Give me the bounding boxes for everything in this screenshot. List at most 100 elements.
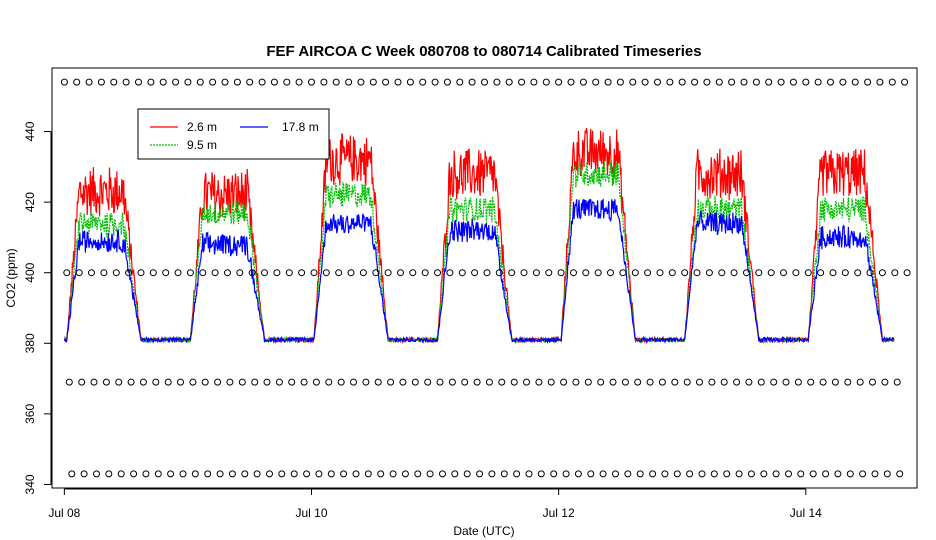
calibration-point-low: [401, 470, 409, 478]
calibration-point-mid-low: [560, 378, 568, 386]
calibration-point-mid-high: [705, 269, 713, 277]
calibration-point-low: [785, 470, 792, 478]
calibration-point-mid-high: [780, 269, 787, 277]
calibration-point-low: [266, 470, 273, 478]
calibration-point-low: [500, 470, 508, 478]
calibration-point-mid-low: [387, 378, 395, 386]
calibration-point-low: [599, 470, 607, 478]
calibration-point-low: [859, 470, 867, 478]
calibration-point-low: [142, 470, 150, 478]
calibration-point-mid-high: [162, 269, 170, 277]
calibration-point-mid-low: [683, 378, 691, 386]
calibration-point-mid-low: [263, 378, 271, 386]
calibration-point-mid-low: [312, 378, 320, 386]
calibration-point-mid-high: [186, 269, 194, 277]
calibration-point-mid-high: [236, 269, 244, 277]
calibration-point-mid-high: [75, 269, 83, 277]
calibration-point-mid-high: [594, 269, 602, 277]
calibration-point-mid-high: [668, 269, 676, 277]
calibration-point-low: [797, 470, 805, 478]
calibration-point-mid-low: [238, 378, 246, 386]
calibration-point-mid-high: [458, 269, 466, 277]
series-line-17-8-m: [63, 198, 895, 345]
calibration-point-low: [80, 470, 88, 478]
calibration-point-mid-high: [854, 269, 862, 277]
calibration-point-high: [419, 78, 427, 86]
calibration-point-mid-low: [597, 378, 605, 386]
calibration-point-high: [209, 78, 217, 86]
calibration-point-low: [216, 470, 224, 478]
calibration-point-low: [117, 470, 125, 478]
calibration-point-mid-high: [903, 269, 911, 277]
calibration-point-mid-high: [434, 269, 441, 277]
calibration-point-low: [747, 470, 755, 478]
y-tick-label: 360: [23, 404, 37, 424]
calibration-point-low: [710, 470, 718, 478]
calibration-point-high: [221, 78, 229, 86]
calibration-point-mid-low: [658, 378, 666, 386]
calibration-point-mid-low: [127, 378, 135, 386]
calibration-point-mid-low: [708, 378, 716, 386]
calibration-point-high: [851, 78, 859, 86]
calibration-point-mid-high: [88, 269, 95, 277]
calibration-point-mid-low: [251, 378, 259, 386]
calibration-point-mid-low: [337, 378, 345, 386]
calibration-points-layer: [60, 78, 911, 478]
calibration-point-low: [154, 470, 162, 478]
calibration-point-low: [809, 470, 817, 478]
calibration-point-high: [814, 78, 822, 86]
calibration-point-high: [555, 78, 563, 86]
calibration-point-mid-high: [693, 269, 701, 277]
calibration-point-mid-low: [214, 378, 222, 386]
calibration-point-mid-low: [189, 378, 197, 386]
calibration-point-high: [468, 78, 476, 86]
y-tick-label: 440: [23, 121, 37, 141]
calibration-point-mid-high: [285, 269, 293, 277]
plot-area: [51, 67, 918, 489]
calibration-point-mid-high: [792, 269, 800, 277]
calibration-point-high: [839, 78, 847, 86]
calibration-point-mid-high: [829, 269, 837, 277]
calibration-point-low: [439, 470, 446, 478]
calibration-point-high: [703, 78, 711, 86]
calibration-point-high: [579, 78, 587, 86]
calibration-point-mid-high: [273, 269, 281, 277]
calibration-point-high: [73, 78, 81, 86]
calibration-point-mid-low: [584, 378, 592, 386]
calibration-point-high: [270, 78, 278, 86]
x-tick-label: Jul 08: [48, 506, 80, 520]
calibration-point-mid-low: [226, 378, 234, 386]
calibration-point-mid-high: [421, 269, 429, 277]
calibration-point-mid-high: [891, 269, 899, 277]
calibration-point-low: [476, 470, 484, 478]
calibration-point-mid-low: [139, 378, 147, 386]
calibration-point-mid-low: [498, 378, 506, 386]
x-tick-label: Jul 10: [295, 506, 327, 520]
legend-label-2-6m: 2.6 m: [187, 120, 217, 134]
y-tick-label: 380: [23, 333, 37, 353]
calibration-point-high: [196, 78, 204, 86]
calibration-point-low: [327, 470, 335, 478]
calibration-point-high: [777, 78, 785, 86]
calibration-point-mid-high: [681, 269, 689, 277]
y-axis-label: CO2 (ppm): [4, 248, 18, 307]
calibration-point-low: [661, 470, 669, 478]
calibration-point-mid-high: [545, 269, 553, 277]
calibration-point-high: [406, 78, 414, 86]
calibration-point-mid-high: [224, 269, 231, 277]
calibration-point-high: [654, 78, 661, 86]
calibration-point-low: [278, 470, 286, 478]
calibration-point-high: [530, 78, 538, 86]
calibration-point-mid-low: [78, 378, 86, 386]
calibration-point-high: [641, 78, 649, 86]
calibration-point-high: [258, 78, 266, 86]
calibration-point-low: [636, 470, 644, 478]
calibration-point-low: [525, 470, 533, 478]
calibration-point-mid-high: [656, 269, 664, 277]
calibration-point-low: [760, 470, 768, 478]
calibration-point-low: [315, 470, 323, 478]
series-layer: [63, 127, 895, 345]
calibration-point-mid-high: [878, 269, 886, 277]
calibration-point-mid-low: [856, 378, 864, 386]
